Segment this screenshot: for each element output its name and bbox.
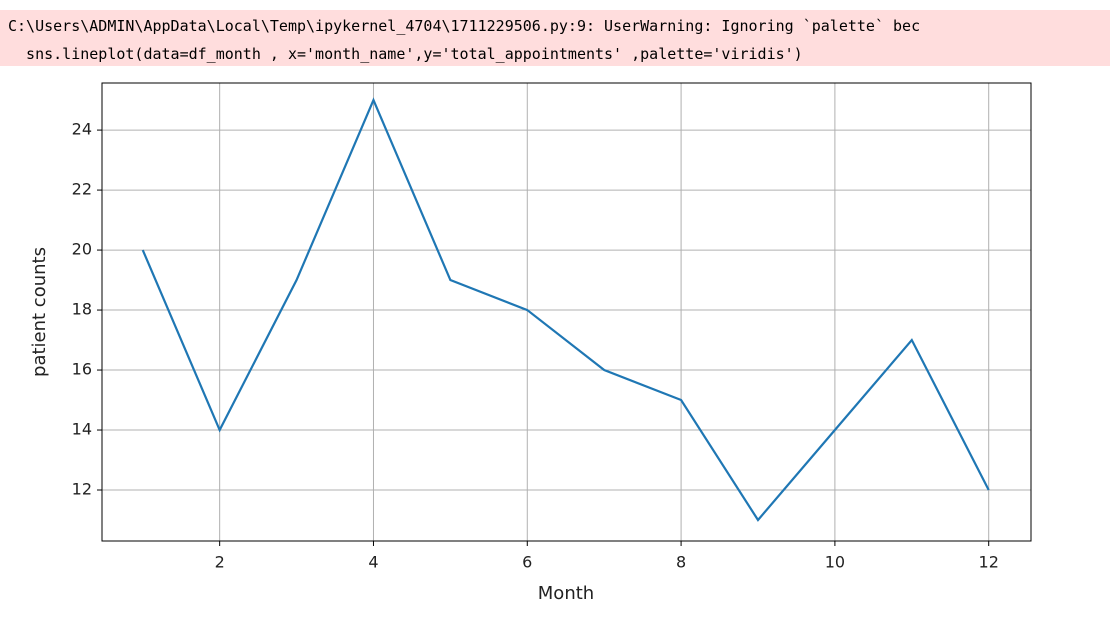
x-tick-label: 2 [215, 553, 225, 572]
warning-line: C:\Users\ADMIN\AppData\Local\Temp\ipyker… [8, 17, 921, 35]
y-tick-label: 18 [72, 300, 92, 319]
x-tick-label: 10 [825, 553, 845, 572]
y-axis-label: patient counts [29, 247, 50, 377]
plot-frame [101, 82, 1032, 542]
y-tick-label: 20 [72, 240, 92, 259]
y-tick-label: 24 [72, 120, 92, 139]
x-tick-label: 12 [979, 553, 999, 572]
y-tick-label: 22 [72, 180, 92, 199]
y-tick-label: 12 [72, 480, 92, 499]
warning-output: C:\Users\ADMIN\AppData\Local\Temp\ipyker… [0, 10, 1110, 66]
y-tick-label: 16 [72, 360, 92, 379]
warning-line: sns.lineplot(data=df_month , x='month_na… [8, 45, 803, 63]
x-tick-label: 4 [368, 553, 378, 572]
x-axis-label: Month [538, 583, 594, 604]
y-tick-label: 14 [72, 420, 92, 439]
x-tick-label: 8 [676, 553, 686, 572]
line [141, 97, 990, 522]
x-tick-label: 6 [522, 553, 532, 572]
